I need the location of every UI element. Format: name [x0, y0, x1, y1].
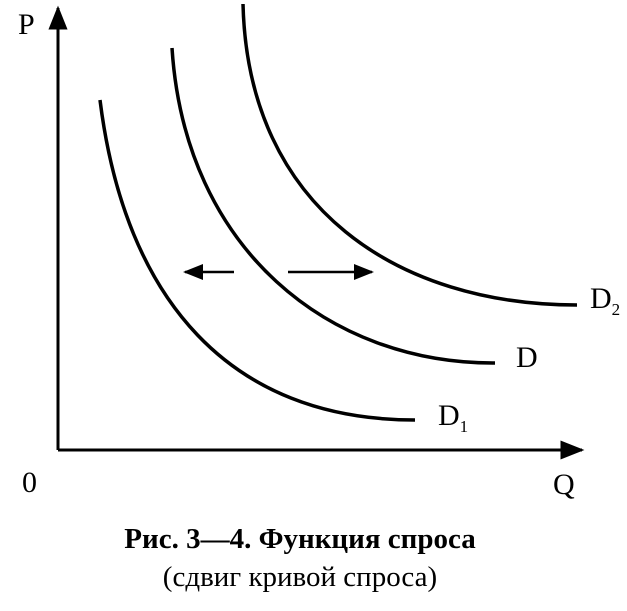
x-axis-label: Q — [553, 468, 575, 501]
curve-label: D — [516, 341, 538, 374]
curve-letter: D — [438, 399, 460, 432]
curve-subscript: 1 — [460, 417, 469, 436]
curve-subscript: 2 — [612, 300, 621, 319]
demand-curve-d — [170, 47, 496, 365]
curve-label: D2 — [590, 282, 620, 319]
origin-label: 0 — [22, 466, 37, 499]
y-axis-label: P — [18, 8, 35, 41]
curve-letter: D — [590, 282, 612, 315]
demand-curve-d1 — [98, 99, 416, 422]
caption-line: (сдвиг кривой спроса) — [163, 561, 437, 593]
demand-curve-d2 — [241, 3, 578, 307]
caption-line: Рис. 3—4. Функция спроса — [124, 523, 476, 555]
curve-label: D1 — [438, 399, 468, 436]
